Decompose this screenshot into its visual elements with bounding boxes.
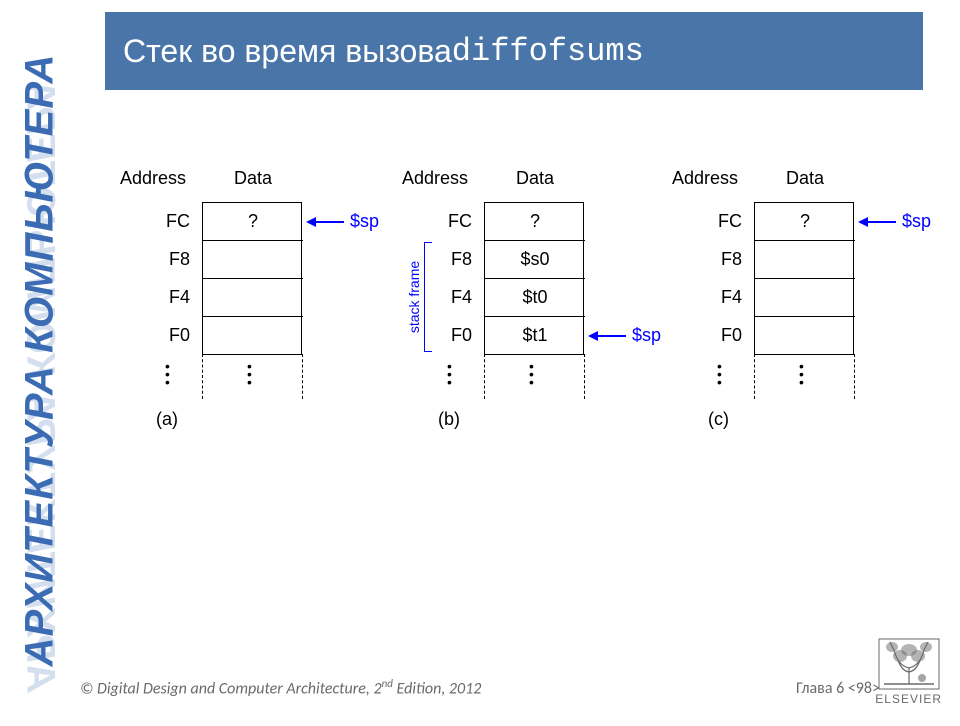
publisher-logo: ELSEVIER	[875, 638, 942, 706]
stack-cell: $t0	[485, 279, 585, 317]
elsevier-tree-icon	[878, 638, 940, 690]
sp-pointer: $sp	[588, 325, 661, 346]
stack-cell: ?	[485, 203, 585, 241]
dashed-continuation	[484, 354, 485, 399]
stack-cell: ?	[755, 203, 855, 241]
slide-title-text: Стек во время вызова	[123, 33, 452, 70]
ellipsis-dots: •••	[717, 362, 723, 386]
column-header-data: Data	[516, 168, 554, 189]
ellipsis-dots: •••	[529, 362, 535, 386]
stack-data-column: ?	[754, 202, 854, 355]
stack-address: F4	[436, 287, 472, 308]
stack-data-column: ?	[202, 202, 302, 355]
sidebar-title-shadow: АРХИТЕКТУРА КОМПЬЮТЕРА	[18, 46, 63, 726]
stack-address: F0	[436, 325, 472, 346]
stack-frame-label: stack frame	[406, 261, 422, 333]
sp-pointer: $sp	[306, 211, 379, 232]
stack-cell	[755, 279, 855, 317]
column-header-address: Address	[402, 168, 468, 189]
stack-sublabel: (a)	[156, 409, 178, 430]
sp-pointer: $sp	[858, 211, 931, 232]
stack-address: FC	[436, 211, 472, 232]
dashed-continuation	[302, 354, 303, 399]
stack-address: F8	[154, 249, 190, 270]
stack-cell	[755, 241, 855, 279]
sidebar-title: АРХИТЕКТУРА КОМПЬЮТЕРА АРХИТЕКТУРА КОМПЬ…	[10, 0, 70, 720]
slide-title-code: diffofsums	[452, 33, 644, 70]
stack-address: F8	[436, 249, 472, 270]
dashed-continuation	[754, 354, 755, 399]
column-header-address: Address	[120, 168, 186, 189]
column-header-data: Data	[234, 168, 272, 189]
sidebar-title-text: АРХИТЕКТУРА КОМПЬЮТЕРА	[18, 20, 63, 700]
stack-diagram: Address Data? FC F8 F4 F0 ••• ••• (a) $sp Address D…	[110, 168, 930, 518]
stack-cell	[203, 279, 303, 317]
footer: © Digital Design and Computer Architectu…	[80, 677, 880, 698]
dashed-continuation	[202, 354, 203, 399]
stack-address: F0	[706, 325, 742, 346]
stack-address: FC	[154, 211, 190, 232]
stack-cell: $t1	[485, 317, 585, 355]
chapter-label: Глава 6 <98>	[796, 679, 880, 698]
stack-frame-bracket	[424, 242, 432, 352]
dashed-continuation	[854, 354, 855, 399]
stack-address: F4	[706, 287, 742, 308]
stack-address: F0	[154, 325, 190, 346]
ellipsis-dots: •••	[247, 362, 253, 386]
stack-address: F8	[706, 249, 742, 270]
slide-title-bar: Стек во время вызова diffofsums	[105, 12, 923, 90]
stack-address: FC	[706, 211, 742, 232]
dashed-continuation	[584, 354, 585, 399]
stack-cell	[755, 317, 855, 355]
stack-cell: $s0	[485, 241, 585, 279]
stack-cell: ?	[203, 203, 303, 241]
ellipsis-dots: •••	[165, 362, 171, 386]
stack-cell	[203, 317, 303, 355]
ellipsis-dots: •••	[447, 362, 453, 386]
stack-cell	[203, 241, 303, 279]
column-header-address: Address	[672, 168, 738, 189]
stack-data-column: ?$s0$t0$t1	[484, 202, 584, 355]
column-header-data: Data	[786, 168, 824, 189]
publisher-name: ELSEVIER	[875, 692, 942, 706]
stack-address: F4	[154, 287, 190, 308]
ellipsis-dots: •••	[799, 362, 805, 386]
stack-sublabel: (c)	[708, 409, 729, 430]
stack-sublabel: (b)	[438, 409, 460, 430]
copyright: © Digital Design and Computer Architectu…	[80, 677, 481, 698]
